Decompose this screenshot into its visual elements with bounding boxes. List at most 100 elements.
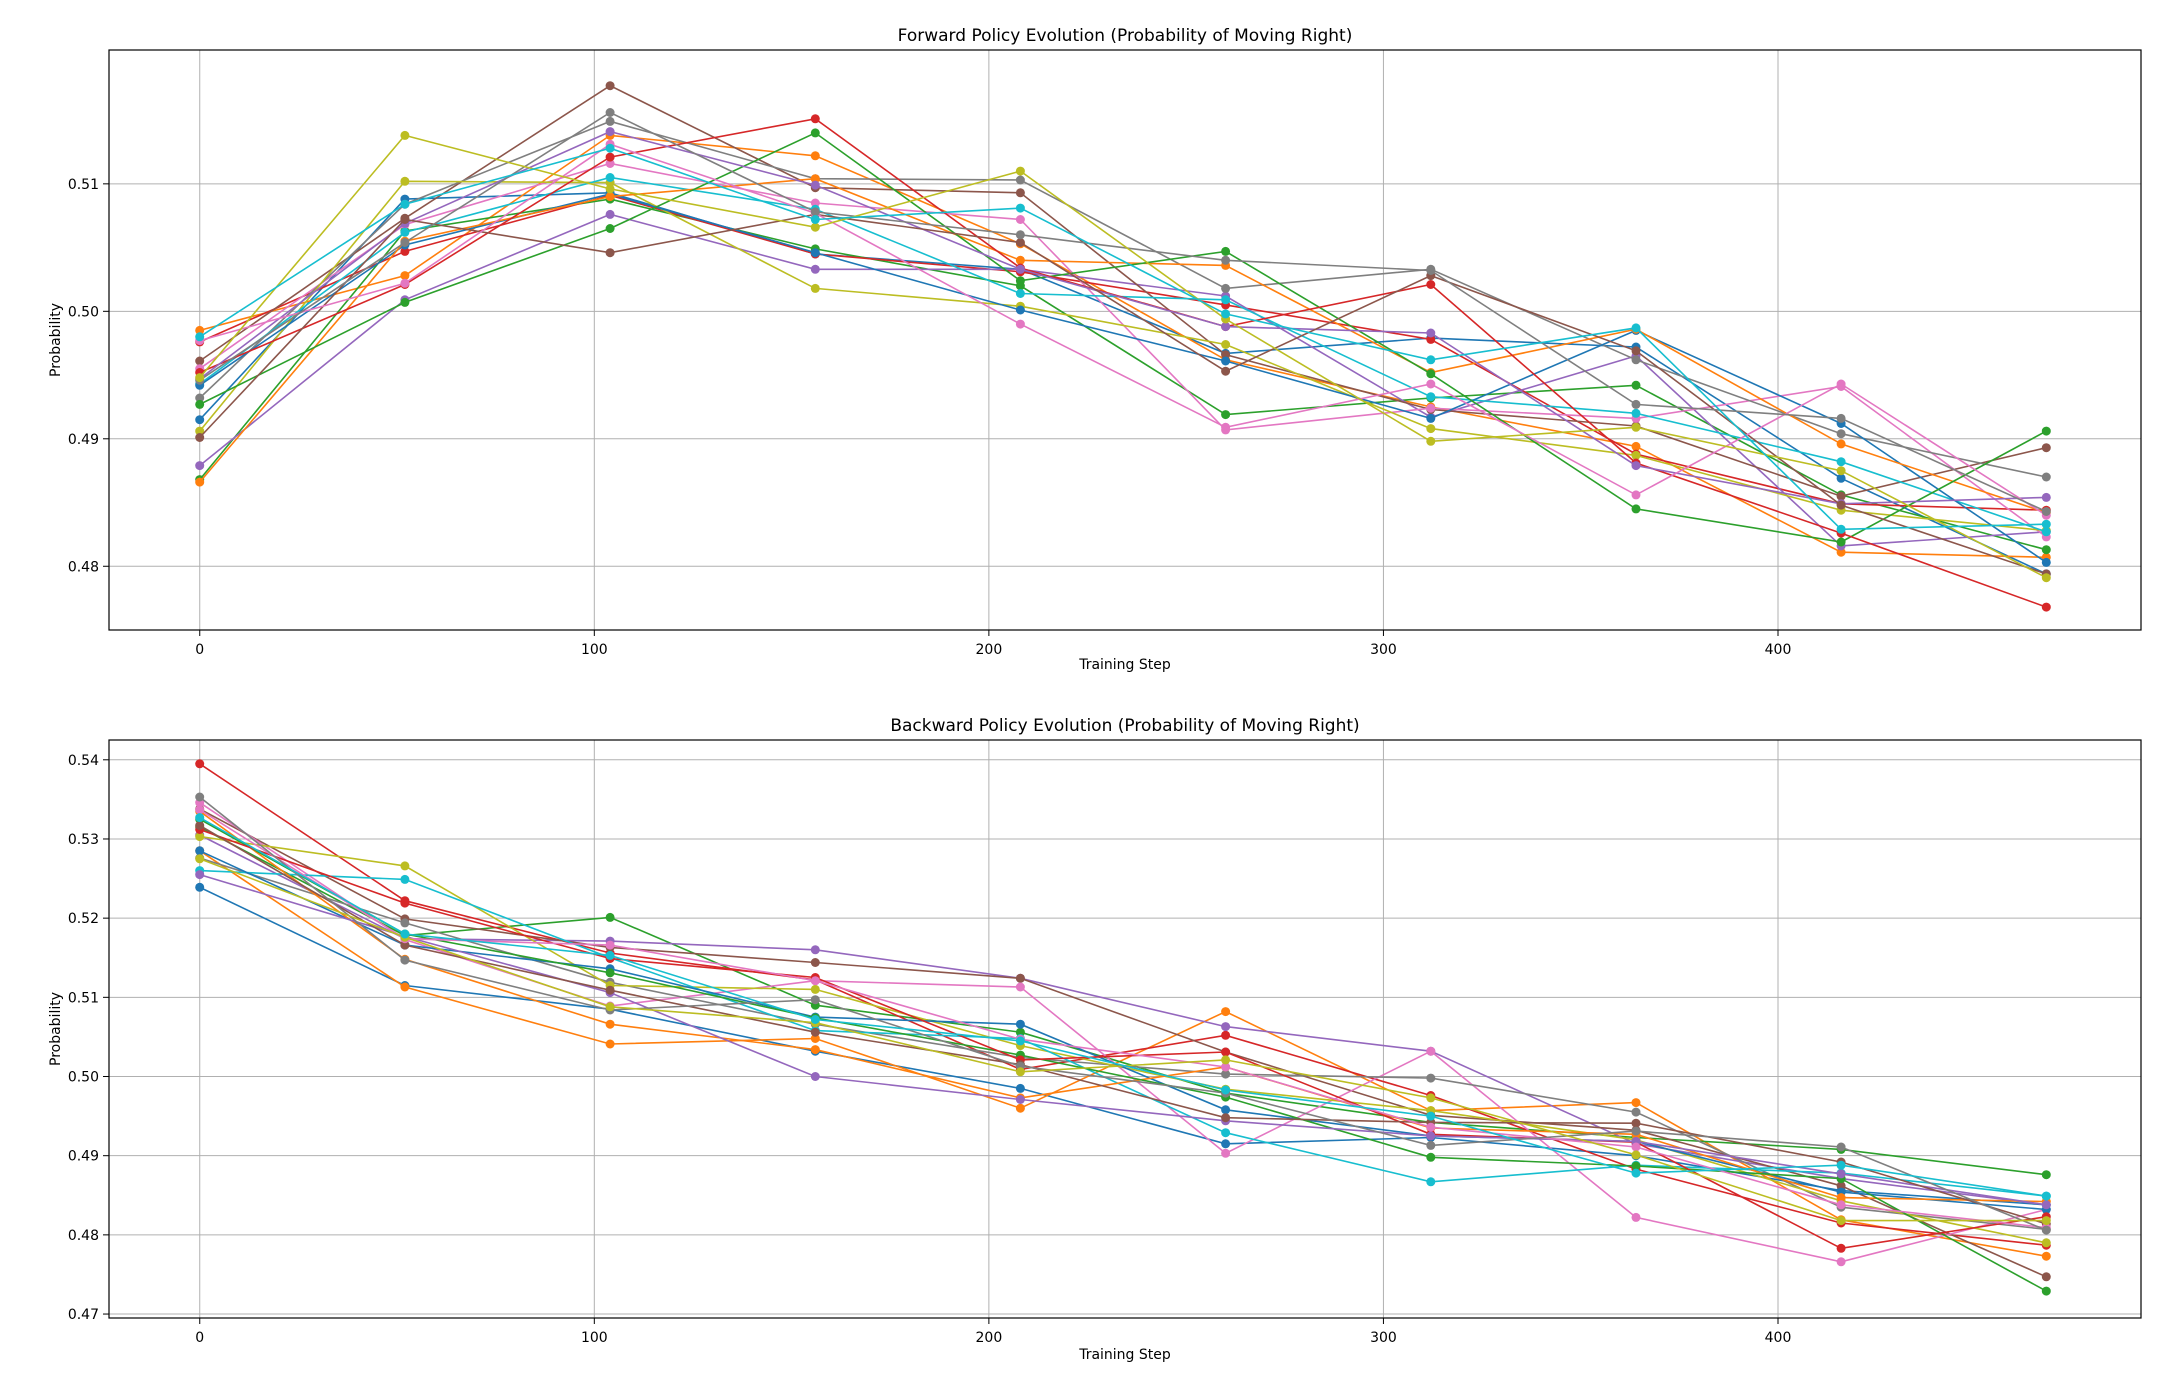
forward-data-point bbox=[195, 426, 205, 436]
backward-x-tick-label: 200 bbox=[976, 1330, 1003, 1346]
forward-data-point bbox=[1015, 264, 1025, 274]
backward-data-point bbox=[1015, 1083, 1025, 1093]
forward-data-point bbox=[810, 151, 820, 161]
forward-data-point bbox=[1631, 422, 1641, 432]
forward-series-line bbox=[199, 177, 2047, 514]
forward-data-point bbox=[1631, 490, 1641, 500]
backward-data-point bbox=[195, 821, 205, 830]
forward-data-point bbox=[1426, 424, 1436, 434]
backward-data-point bbox=[1221, 1069, 1231, 1079]
backward-ticks: 0 100 200 300 400 0.47 0.48 0.49 0.50 0.51 0.52 0.5… bbox=[68, 753, 1792, 1346]
forward-data-point bbox=[400, 238, 410, 247]
backward-chart-title: Backward Policy Evolution (Probability o… bbox=[890, 716, 1359, 736]
forward-series-12 bbox=[195, 174, 2051, 518]
forward-data-point bbox=[1631, 504, 1641, 514]
backward-data-point bbox=[2041, 1191, 2051, 1201]
backward-data-point bbox=[1221, 1022, 1231, 1032]
forward-data-point bbox=[1221, 322, 1231, 332]
backward-data-point bbox=[605, 1002, 615, 1012]
backward-data-point bbox=[195, 870, 205, 880]
backward-data-point bbox=[605, 1039, 615, 1049]
forward-data-point bbox=[1015, 188, 1025, 198]
forward-data-point bbox=[1631, 408, 1641, 418]
forward-data-point bbox=[400, 227, 410, 237]
forward-series-9 bbox=[195, 176, 2051, 536]
forward-data-point bbox=[195, 393, 205, 403]
forward-data-point bbox=[1015, 203, 1025, 213]
backward-series-line bbox=[199, 796, 2047, 1231]
backward-series-line bbox=[199, 835, 2047, 1244]
backward-data-point bbox=[1631, 1161, 1641, 1171]
forward-data-point bbox=[400, 130, 410, 140]
backward-data-point bbox=[1221, 1055, 1231, 1065]
backward-series-group bbox=[195, 759, 2051, 1296]
forward-series-8 bbox=[195, 116, 2051, 482]
forward-series-16 bbox=[195, 209, 2051, 579]
forward-plot-frame bbox=[108, 49, 2142, 631]
forward-data-point bbox=[1836, 473, 1846, 483]
backward-data-point bbox=[810, 1072, 820, 1081]
backward-data-point bbox=[1631, 1118, 1641, 1128]
backward-data-point bbox=[1221, 1047, 1231, 1057]
forward-data-point bbox=[1426, 355, 1436, 365]
backward-series-line bbox=[199, 818, 2047, 1292]
backward-data-point bbox=[1631, 1098, 1641, 1108]
backward-data-point bbox=[1631, 1142, 1641, 1152]
forward-x-tick-label: 400 bbox=[1765, 642, 1792, 658]
backward-data-point bbox=[1836, 1200, 1846, 1210]
backward-data-point bbox=[2041, 1286, 2051, 1296]
backward-data-point bbox=[400, 955, 410, 965]
forward-data-point bbox=[1221, 350, 1231, 360]
forward-data-point bbox=[1836, 500, 1846, 510]
backward-data-point bbox=[195, 792, 205, 802]
forward-data-point bbox=[605, 209, 615, 219]
forward-data-point bbox=[605, 184, 615, 194]
backward-data-point bbox=[1221, 1105, 1231, 1115]
forward-chart-title: Forward Policy Evolution (Probability of… bbox=[898, 26, 1353, 46]
backward-data-point bbox=[1836, 1160, 1846, 1170]
forward-series-19 bbox=[195, 130, 2051, 583]
backward-series-line bbox=[199, 809, 2047, 1229]
backward-y-tick-label: 0.48 bbox=[68, 1228, 99, 1244]
forward-data-point bbox=[2041, 507, 2051, 516]
forward-data-point bbox=[1836, 547, 1846, 557]
backward-series-20 bbox=[195, 813, 2051, 1201]
forward-data-point bbox=[605, 116, 615, 126]
backward-data-point bbox=[400, 874, 410, 884]
backward-y-tick-label: 0.53 bbox=[68, 832, 99, 848]
backward-data-point bbox=[400, 898, 410, 908]
backward-data-point bbox=[605, 985, 615, 995]
forward-data-point bbox=[400, 271, 410, 281]
forward-data-point bbox=[1836, 413, 1846, 423]
backward-data-point bbox=[2041, 1170, 2051, 1180]
forward-data-point bbox=[2041, 443, 2051, 453]
backward-policy-subplot: Backward Policy Evolution (Probability o… bbox=[48, 716, 2142, 1363]
backward-data-point bbox=[195, 882, 205, 892]
backward-data-point bbox=[1015, 1027, 1025, 1037]
forward-data-point bbox=[810, 114, 820, 124]
forward-data-point bbox=[400, 278, 410, 288]
forward-data-point bbox=[810, 222, 820, 232]
forward-data-point bbox=[2041, 426, 2051, 436]
forward-data-point bbox=[195, 477, 205, 487]
backward-data-point bbox=[1631, 1212, 1641, 1222]
forward-data-point bbox=[1426, 392, 1436, 402]
backward-data-point bbox=[2041, 1272, 2051, 1282]
backward-y-tick-label: 0.49 bbox=[68, 1149, 99, 1165]
forward-data-point bbox=[1015, 319, 1025, 329]
forward-data-point bbox=[605, 108, 615, 117]
backward-data-point bbox=[1426, 1093, 1436, 1103]
forward-data-point bbox=[2041, 602, 2051, 612]
forward-data-point bbox=[605, 248, 615, 258]
backward-data-point bbox=[810, 958, 820, 967]
forward-data-point bbox=[810, 215, 820, 224]
backward-data-point bbox=[2041, 1251, 2051, 1261]
forward-data-point bbox=[605, 152, 615, 162]
backward-series-1 bbox=[195, 882, 2051, 1210]
forward-data-point bbox=[1221, 366, 1231, 376]
backward-x-tick-label: 100 bbox=[581, 1330, 608, 1346]
backward-data-point bbox=[400, 861, 410, 871]
forward-data-point bbox=[195, 373, 205, 383]
forward-series-line bbox=[199, 131, 2047, 543]
forward-data-point bbox=[2041, 472, 2051, 482]
